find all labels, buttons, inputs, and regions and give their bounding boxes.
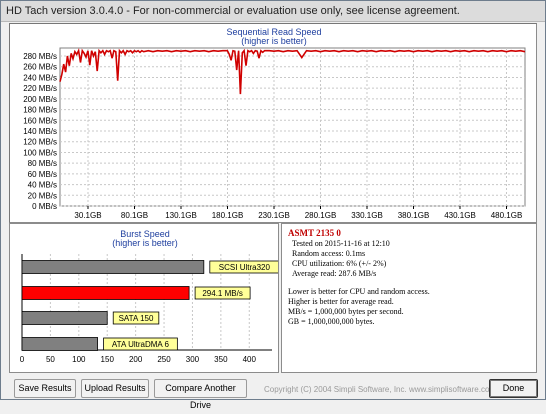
burst-x-tick-label: 400 <box>243 355 257 364</box>
info-random-access: Random access: 0.1ms <box>292 249 366 258</box>
read-y-tick-label: 100 MB/s <box>23 148 57 157</box>
read-y-tick-label: 40 MB/s <box>28 181 57 190</box>
read-y-tick-label: 240 MB/s <box>23 73 57 82</box>
burst-chart-subtitle: (higher is better) <box>112 238 178 248</box>
burst-bar-drive <box>21 286 190 300</box>
read-x-tick-label: 330.1GB <box>351 211 383 220</box>
burst-x-tick-label: 200 <box>129 355 143 364</box>
read-y-tick-label: 120 MB/s <box>23 138 57 147</box>
read-chart-subtitle: (higher is better) <box>241 36 307 46</box>
read-speed-series-line <box>59 48 526 95</box>
read-y-tick-label: 260 MB/s <box>23 63 57 72</box>
done-button[interactable]: Done <box>489 379 538 398</box>
burst-bar-reference <box>21 311 108 325</box>
burst-bar-label-box <box>112 311 160 325</box>
burst-chart-title: Burst Speed <box>120 229 170 239</box>
upload-results-button[interactable]: Upload Results <box>81 379 149 398</box>
copyright-footer: Copyright (C) 2004 Simpli Software, Inc.… <box>264 385 497 394</box>
burst-bar-label: 294.1 MB/s <box>202 289 242 298</box>
burst-x-tick-label: 250 <box>157 355 171 364</box>
burst-bar-label-box <box>103 337 178 351</box>
info-tested-on: Tested on 2015-11-16 at 12:10 <box>292 239 390 248</box>
burst-bar-label-box <box>209 260 278 274</box>
sequential-read-chart: 0 MB/s 20 MB/s40 MB/s 60 MB/s 80 MB/s 100 MB… <box>23 47 526 220</box>
info-note-lower: Lower is better for CPU and random acces… <box>288 287 430 296</box>
info-cpu-utilization: CPU utilization: 6% (+/- 2%) <box>292 259 387 268</box>
read-y-tick-label: 280 MB/s <box>23 52 57 61</box>
burst-x-tick-label: 0 <box>20 355 25 364</box>
read-x-tick-label: 480.1GB <box>491 211 523 220</box>
info-note-gb: GB = 1,000,000,000 bytes. <box>288 317 375 326</box>
burst-x-tick-label: 350 <box>214 355 228 364</box>
sequential-read-panel: Sequential Read Speed (higher is better)… <box>9 23 537 223</box>
read-y-tick-label: 60 MB/s <box>28 170 57 179</box>
read-chart-title: Sequential Read Speed <box>226 27 322 37</box>
read-plot-area <box>59 47 526 207</box>
read-y-tick-label: 180 MB/s <box>23 106 57 115</box>
burst-bar-label: SCSI Ultra320 <box>219 263 271 272</box>
burst-x-tick-label: 100 <box>72 355 86 364</box>
info-average-read: Average read: 287.6 MB/s <box>292 269 377 278</box>
read-x-tick-label: 380.1GB <box>398 211 430 220</box>
read-y-tick-label: 220 MB/s <box>23 84 57 93</box>
read-y-tick-label: 140 MB/s <box>23 127 57 136</box>
read-y-tick-label: 200 MB/s <box>23 95 57 104</box>
burst-bar-label: ATA UltraDMA 6 <box>112 340 170 349</box>
results-info-panel: ASMT 2135 0 Tested on 2015-11-16 at 12:1… <box>281 223 537 373</box>
drive-name: ASMT 2135 0 <box>288 228 341 238</box>
read-x-tick-label: 430.1GB <box>444 211 476 220</box>
read-y-tick-label: 20 MB/s <box>28 191 57 200</box>
burst-x-tick-label: 50 <box>46 355 55 364</box>
read-x-tick-label: 280.1GB <box>305 211 337 220</box>
burst-x-tick-label: 150 <box>101 355 115 364</box>
burst-x-tick-label: 300 <box>186 355 200 364</box>
window-title: HD Tach version 3.0.4.0 - For non-commer… <box>6 5 460 17</box>
compare-another-drive-button[interactable]: Compare Another Drive <box>154 379 247 410</box>
burst-bar-label-box <box>194 286 251 300</box>
burst-bar-reference <box>21 260 205 274</box>
read-x-tick-label: 130.1GB <box>165 211 197 220</box>
read-x-tick-label: 230.1GB <box>258 211 290 220</box>
title-bar: HD Tach version 3.0.4.0 - For non-commer… <box>1 1 545 22</box>
read-x-tick-label: 30.1GB <box>74 211 101 220</box>
burst-bar-reference <box>21 337 98 351</box>
read-x-tick-label: 80.1GB <box>121 211 148 220</box>
read-y-tick-label: 160 MB/s <box>23 116 57 125</box>
read-x-tick-label: 180.1GB <box>212 211 244 220</box>
info-note-mbs: MB/s = 1,000,000 bytes per second. <box>288 307 404 316</box>
burst-bar-label: SATA 150 <box>119 314 154 323</box>
info-note-higher: Higher is better for average read. <box>288 297 394 306</box>
read-y-tick-label: 80 MB/s <box>28 159 57 168</box>
burst-speed-panel: Burst Speed (higher is better) 0 50 100 150… <box>9 223 279 373</box>
read-y-tick-label: 0 MB/s <box>32 202 57 211</box>
burst-speed-chart: 0 50 100 150 200 250 300 350 400 SCSI Ultra320 294… <box>20 254 278 364</box>
save-results-button[interactable]: Save Results <box>14 379 76 398</box>
